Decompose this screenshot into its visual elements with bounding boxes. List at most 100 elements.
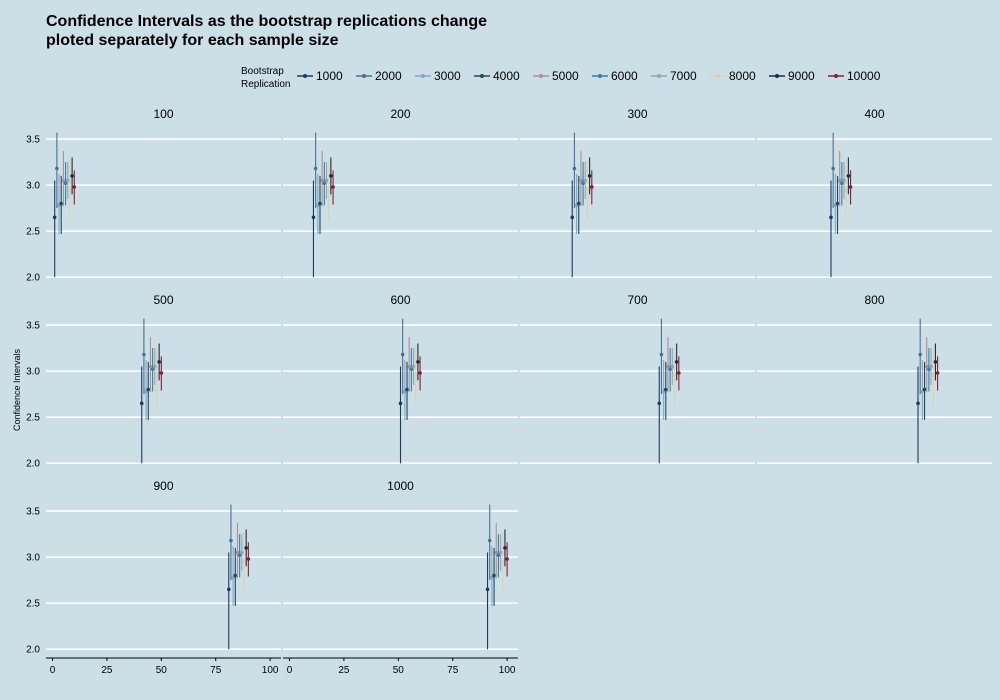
legend-key-point — [303, 74, 307, 78]
errorbar-9000 — [587, 157, 592, 195]
errorbar-2000 — [918, 318, 922, 395]
errorbar-point — [572, 166, 577, 171]
errorbar-6000 — [409, 348, 414, 392]
y-tick-label: 3.5 — [26, 321, 40, 332]
errorbar-point — [670, 364, 675, 369]
errorbar-point — [68, 187, 72, 192]
facet-panel-100: 100 2.0 2.5 3.0 3.5 — [26, 107, 281, 284]
errorbar-point — [413, 373, 418, 378]
errorbar-6000 — [150, 348, 155, 392]
errorbar-5000 — [837, 151, 842, 207]
errorbar-4000 — [318, 175, 322, 234]
errorbar-point — [70, 174, 74, 178]
errorbar-point — [152, 364, 157, 369]
x-tick-label: 25 — [338, 665, 350, 676]
errorbar-7000 — [670, 348, 675, 385]
legend-label: 5000 — [552, 69, 579, 83]
legend-item-1000: 1000 — [297, 69, 343, 83]
facet-panel-800: 800 — [757, 293, 992, 465]
errorbar-9000 — [157, 343, 161, 381]
x-tick-label: 50 — [156, 665, 168, 676]
errorbar-point — [55, 166, 59, 171]
legend-title-line-2: Replication — [241, 79, 290, 90]
errorbar-point — [242, 559, 246, 564]
y-tick-label: 3.0 — [26, 181, 40, 192]
errorbar-1000 — [657, 366, 662, 464]
errorbar-point — [400, 352, 405, 357]
errorbar-point — [933, 360, 938, 364]
y-tick-label: 2.0 — [26, 459, 40, 470]
errorbar-point — [311, 215, 316, 220]
chart-title-line-2: ploted separately for each sample size — [46, 32, 339, 49]
legend-key-point — [539, 74, 543, 78]
errorbar-point — [844, 187, 849, 192]
errorbar-9000 — [70, 157, 74, 195]
legend-item-7000: 7000 — [651, 69, 697, 83]
errorbar-point — [668, 367, 672, 372]
errorbar-1000 — [485, 552, 490, 650]
errorbar-1000 — [398, 366, 403, 464]
errorbar-point — [935, 371, 940, 375]
facet-label: 1000 — [387, 479, 414, 493]
errorbar-1000 — [52, 180, 57, 278]
errorbar-7000 — [583, 162, 588, 199]
legend-item-10000: 10000 — [828, 69, 881, 83]
errorbar-2000 — [572, 132, 577, 209]
errorbar-point — [666, 364, 670, 369]
errorbar-point — [244, 546, 248, 550]
errorbar-4000 — [663, 361, 668, 420]
legend: Bootstrap Replication 1000 2000 3000 4000 5000… — [241, 66, 881, 90]
errorbar-5000 — [320, 151, 324, 207]
errorbar-point — [916, 401, 920, 406]
facet-panel-600: 600 — [283, 293, 518, 465]
errorbar-point — [240, 550, 244, 555]
errorbar-2000 — [659, 318, 664, 395]
y-tick-label: 2.5 — [26, 599, 40, 610]
facet-panel-700: 700 — [520, 293, 755, 465]
facet-label: 300 — [627, 107, 647, 121]
errorbar-point — [581, 181, 585, 186]
errorbar-point — [842, 178, 846, 183]
facet-label: 600 — [390, 293, 410, 307]
facet-panel-900: 900 2.0 2.5 3.0 3.5 0 25 50 75 100 — [26, 479, 281, 676]
errorbar-6000 — [63, 162, 68, 206]
facet-panel-400: 400 — [757, 107, 992, 279]
errorbar-point — [416, 360, 420, 364]
y-tick-label: 2.5 — [26, 227, 40, 238]
errorbar-point — [65, 178, 70, 183]
errorbar-9000 — [846, 157, 851, 195]
errorbar-point — [146, 387, 151, 392]
errorbar-8000 — [500, 532, 505, 593]
errorbar-point — [924, 364, 929, 369]
facet-label: 800 — [864, 293, 884, 307]
errorbar-point — [322, 181, 327, 186]
errorbar-point — [155, 373, 159, 378]
legend-label: 2000 — [375, 69, 402, 83]
chart-title: Confidence Intervals as the bootstrap re… — [46, 12, 487, 50]
y-tick-label: 2.0 — [26, 273, 40, 284]
errorbar-4000 — [835, 175, 840, 234]
facet-label: 500 — [153, 293, 173, 307]
errorbar-point — [398, 401, 403, 406]
legend-label: 6000 — [611, 69, 638, 83]
errorbar-point — [831, 166, 835, 171]
errorbar-2000 — [831, 132, 835, 209]
errorbar-6000 — [927, 348, 931, 392]
errorbar-point — [590, 185, 594, 189]
errorbar-point — [848, 185, 853, 189]
errorbar-8000 — [672, 346, 677, 407]
errorbar-9000 — [244, 529, 248, 567]
errorbar-point — [159, 371, 164, 375]
errorbar-4000 — [922, 361, 927, 420]
errorbar-point — [492, 573, 496, 578]
errorbar-point — [487, 538, 492, 543]
errorbar-10000 — [72, 170, 77, 205]
legend-key-point — [598, 74, 602, 78]
facet-panel-300: 300 — [520, 107, 755, 279]
facet-label: 200 — [390, 107, 410, 121]
errorbar-9000 — [933, 343, 938, 381]
legend-label: 9000 — [788, 69, 815, 83]
errorbar-point — [139, 401, 144, 406]
errorbar-point — [235, 550, 240, 555]
errorbar-10000 — [159, 356, 164, 391]
